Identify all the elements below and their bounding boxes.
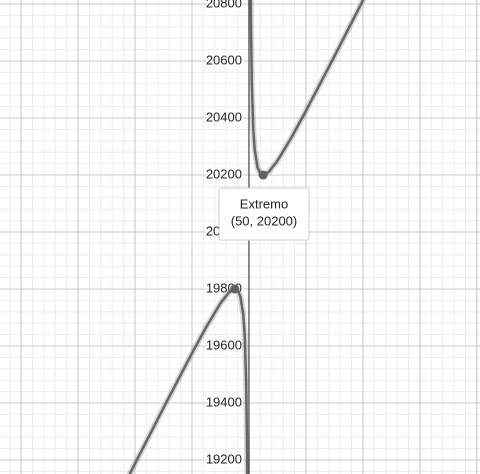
tooltip: Extremo (50, 20200)	[218, 187, 310, 241]
y-tick-label: 20200	[206, 166, 242, 181]
extremum-point	[230, 284, 240, 294]
tooltip-box	[218, 187, 310, 241]
tooltip-title: Extremo	[240, 196, 288, 211]
y-tick-label: 19600	[206, 337, 242, 352]
extremum-point	[258, 170, 268, 180]
y-tick-label: 20600	[206, 52, 242, 67]
y-tick-label: 20800	[206, 0, 242, 10]
plot	[126, 0, 367, 474]
y-tick-label: 19200	[206, 451, 242, 466]
y-tick-label: 20400	[206, 109, 242, 124]
tooltip-text: (50, 20200)	[231, 213, 298, 228]
y-tick-label: 19400	[206, 394, 242, 409]
